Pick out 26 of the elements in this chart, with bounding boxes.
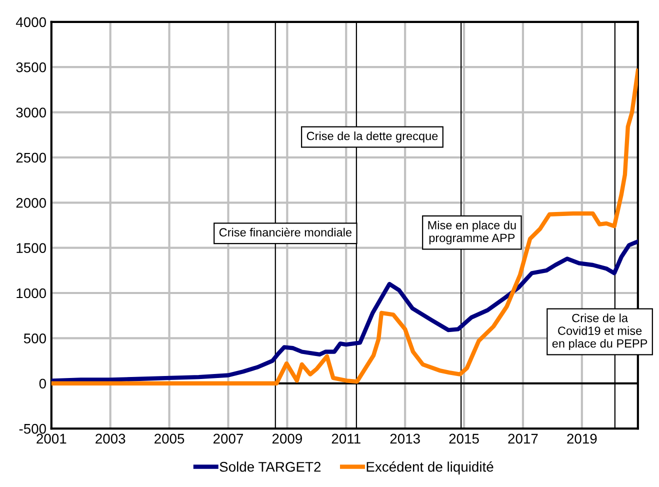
- y-tick-label: 3500: [16, 62, 46, 72]
- y-tick-label: 2500: [16, 152, 46, 163]
- x-tick-label: 2007: [213, 434, 243, 444]
- y-tick-label: 2000: [16, 198, 46, 208]
- x-tick-label: 2001: [36, 434, 66, 444]
- y-tick-label: 3000: [16, 108, 46, 118]
- x-tick-label: 2005: [154, 434, 184, 444]
- y-tick-label: 1000: [16, 288, 46, 298]
- legend-label: Excédent de liquidité: [366, 461, 494, 474]
- annotation: Crise de la Covid19 et mise en place du PEPP: [552, 314, 648, 350]
- annotation: Mise en place du programme APP: [428, 220, 516, 244]
- y-tick-label: 1500: [16, 243, 46, 253]
- annotation: Crise de la dette grecque: [306, 131, 438, 142]
- y-tick-label: -500: [19, 424, 46, 434]
- x-tick-label: 2003: [96, 434, 126, 444]
- y-tick-label: 500: [24, 334, 46, 344]
- x-tick-label: 2009: [272, 434, 302, 444]
- annotation: Crise financière mondiale: [219, 228, 352, 237]
- y-tick-label: 0: [39, 378, 46, 389]
- legend-label: Solde TARGET2: [220, 462, 321, 472]
- x-tick-label: 2017: [508, 434, 538, 444]
- x-tick-label: 2013: [390, 434, 420, 444]
- x-tick-label: 2019: [567, 434, 597, 444]
- x-tick-label: 2015: [449, 434, 479, 444]
- y-tick-label: 4000: [16, 17, 46, 28]
- x-tick-label: 2011: [332, 434, 360, 444]
